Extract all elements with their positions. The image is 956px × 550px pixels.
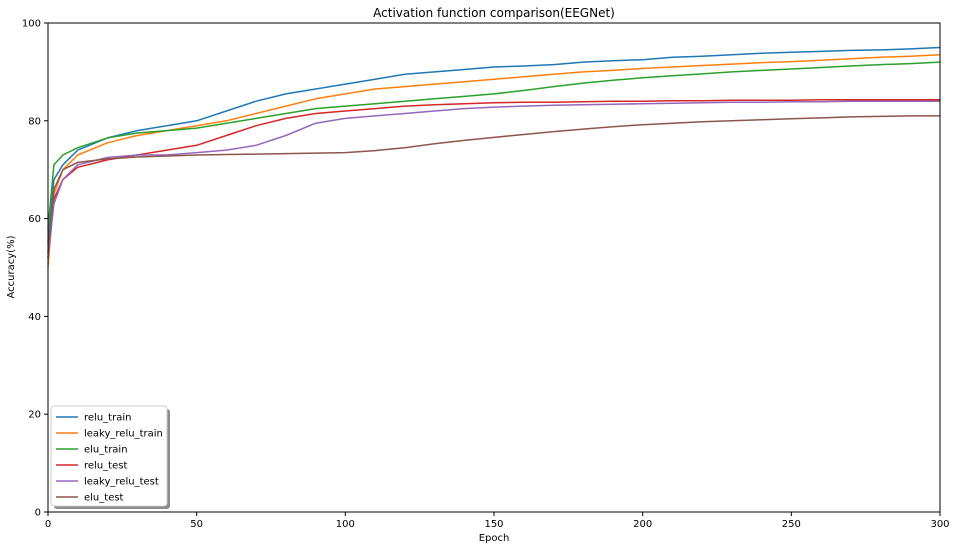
series-line-relu_train xyxy=(47,46,941,244)
legend-box xyxy=(50,405,168,507)
legend: relu_train leaky_relu_train elu_train relu_… xyxy=(50,405,170,509)
x-tick-label: 50 xyxy=(190,519,203,530)
series-layer xyxy=(47,46,941,268)
x-tick-label: 0 xyxy=(45,519,51,530)
y-tick-label: 20 xyxy=(28,410,41,421)
x-tick-label: 300 xyxy=(930,519,949,530)
series-line-leaky_relu_test xyxy=(47,100,940,258)
x-tick-label: 100 xyxy=(336,519,355,530)
y-tick-label: 0 xyxy=(35,508,41,519)
x-tick-label: 200 xyxy=(633,519,652,530)
y-tick-label: 60 xyxy=(28,214,41,225)
chart-title: Activation function comparison(EEGNet) xyxy=(373,6,615,20)
legend-label-relu_test: relu_test xyxy=(84,461,127,472)
legend-label-relu_train: relu_train xyxy=(84,413,131,424)
x-tick-label: 150 xyxy=(484,519,503,530)
y-tick-label: 80 xyxy=(28,116,41,127)
x-tick-label: 250 xyxy=(782,519,801,530)
legend-label-leaky_relu_test: leaky_relu_test xyxy=(84,477,159,488)
x-axis-label: Epoch xyxy=(479,533,510,544)
legend-label-leaky_relu_train: leaky_relu_train xyxy=(84,429,163,440)
y-tick-label: 100 xyxy=(22,19,41,30)
legend-label-elu_test: elu_test xyxy=(84,493,124,504)
ticks-layer: 0 50 100 150 200 250 300 0 20 40 60 80 100 xyxy=(22,19,950,531)
legend-label-elu_train: elu_train xyxy=(84,445,128,456)
series-line-elu_test xyxy=(47,115,940,253)
plot-frame xyxy=(47,22,941,513)
y-tick-label: 40 xyxy=(28,312,41,323)
series-line-relu_test xyxy=(47,99,940,258)
y-axis-label: Accuracy(%) xyxy=(6,235,17,298)
series-line-elu_train xyxy=(47,61,941,229)
legend-items: relu_train leaky_relu_train elu_train relu_… xyxy=(56,413,163,504)
series-line-leaky_relu_train xyxy=(47,54,941,268)
